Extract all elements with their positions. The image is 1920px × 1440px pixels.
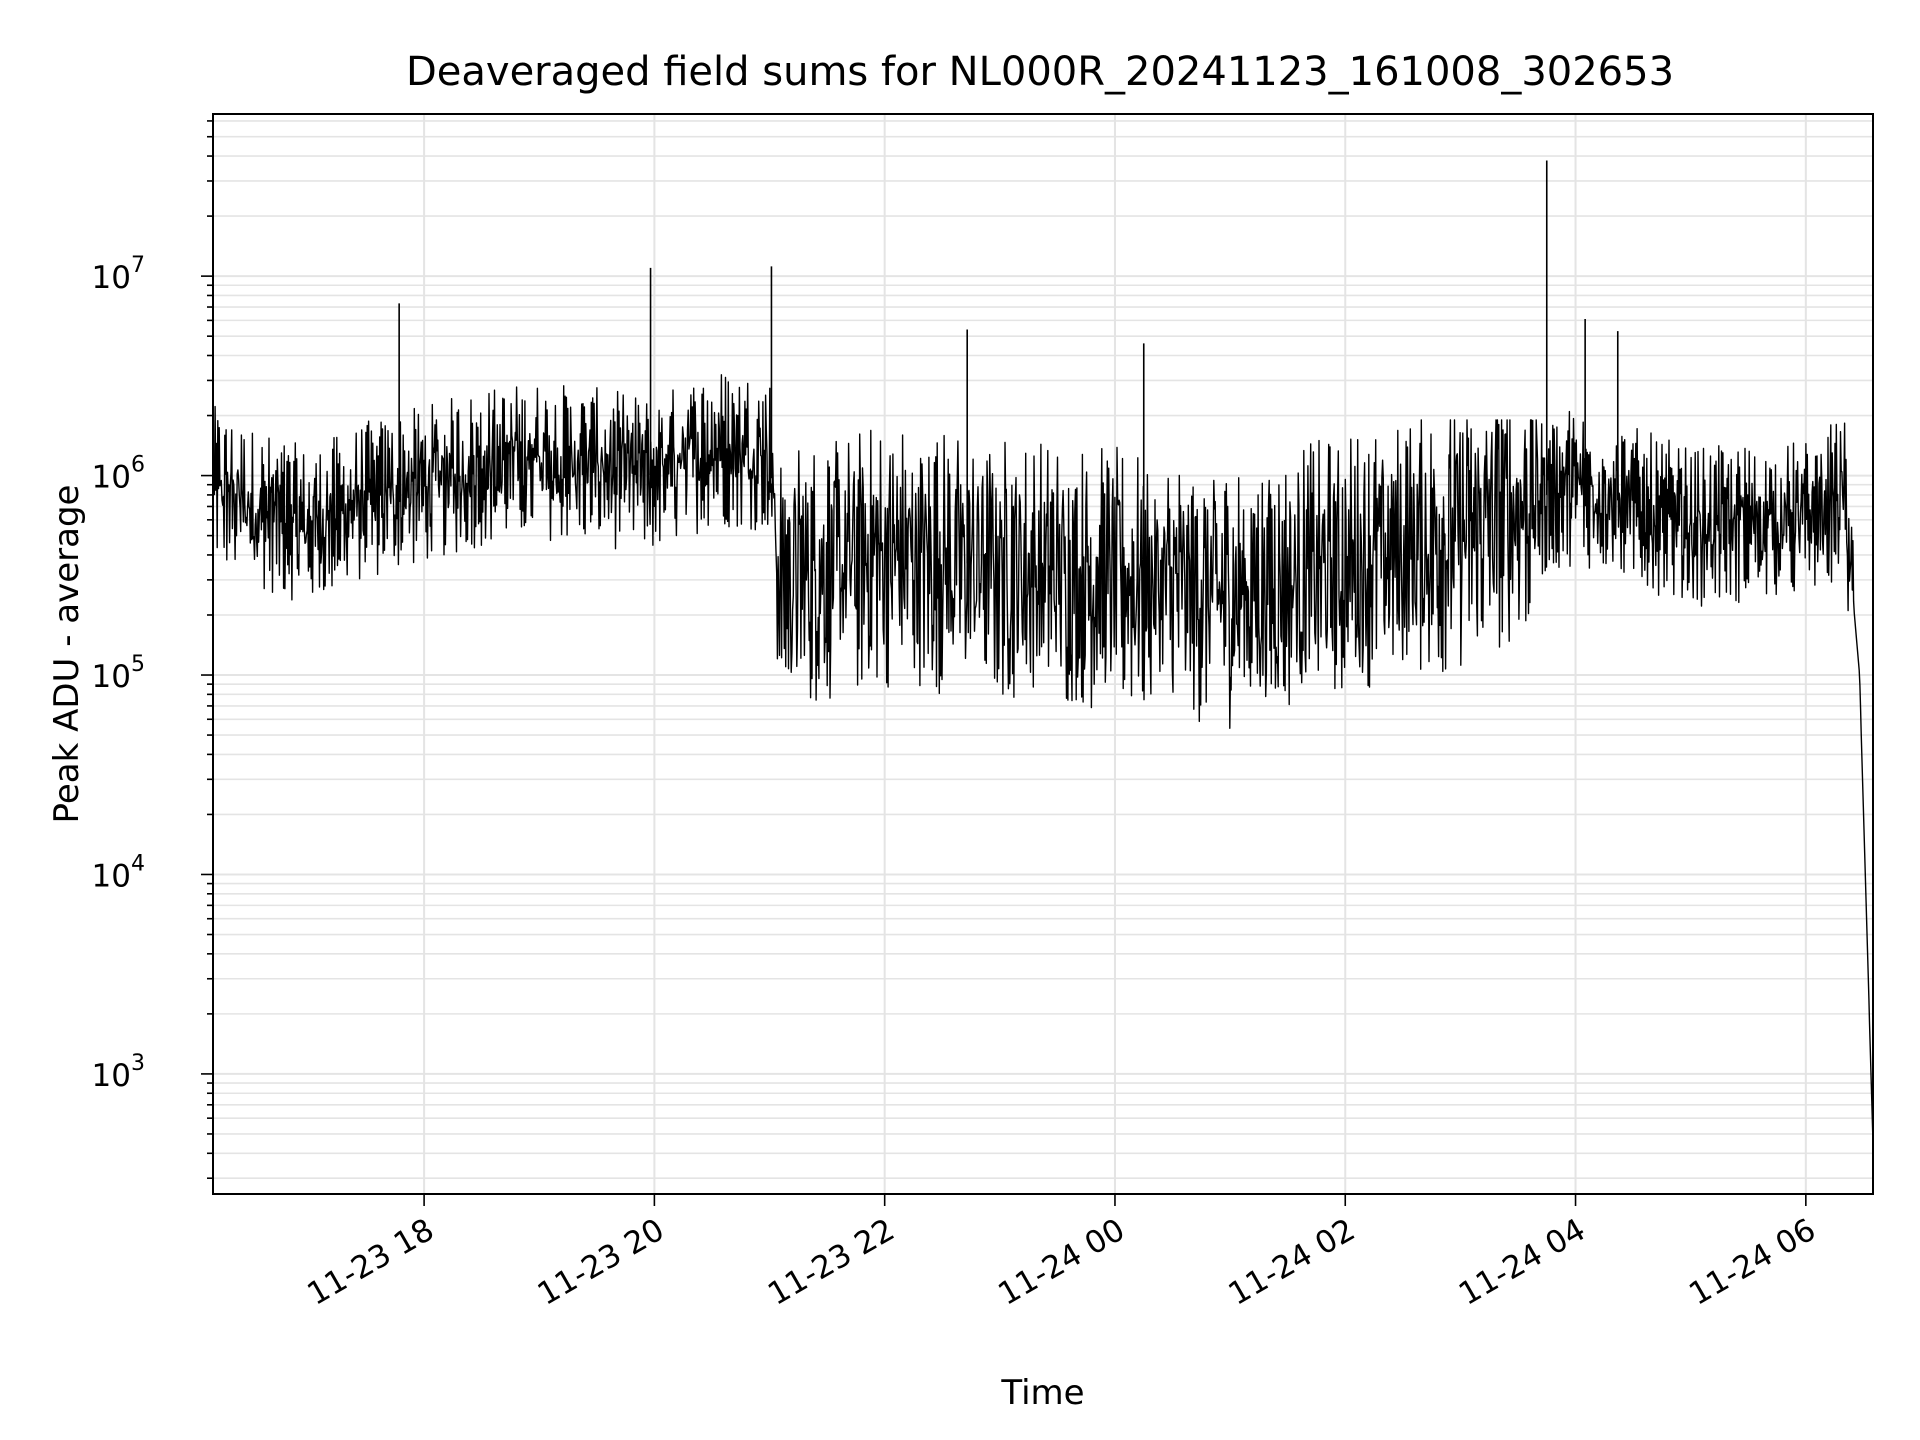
y-tick-exponent: 4 xyxy=(131,851,145,876)
y-axis-label: Peak ADU - average xyxy=(47,485,87,824)
y-tick-label: 105 xyxy=(92,652,145,695)
x-axis-label: Time xyxy=(1000,1373,1084,1413)
series-line xyxy=(213,374,1873,1144)
y-tick-label: 103 xyxy=(92,1051,145,1094)
grid xyxy=(213,114,1873,1194)
chart-title: Deaveraged field sums for NL000R_2024112… xyxy=(406,49,1674,95)
y-tick-label: 106 xyxy=(92,453,145,496)
plot-frame xyxy=(212,113,1874,1195)
series-layer xyxy=(213,160,1873,1144)
plot-area xyxy=(213,160,1873,1144)
y-tick-base: 10 xyxy=(92,460,131,496)
y-tick-label: 107 xyxy=(92,253,145,296)
y-tick-exponent: 3 xyxy=(131,1051,145,1076)
y-tick-exponent: 6 xyxy=(131,453,145,478)
y-tick-base: 10 xyxy=(92,260,131,296)
y-tick-base: 10 xyxy=(92,1058,131,1094)
y-tick-exponent: 7 xyxy=(131,253,145,278)
y-tick-base: 10 xyxy=(92,659,131,695)
y-tick-exponent: 5 xyxy=(131,652,145,677)
y-tick-base: 10 xyxy=(92,858,131,894)
y-tick-label: 104 xyxy=(92,851,145,894)
